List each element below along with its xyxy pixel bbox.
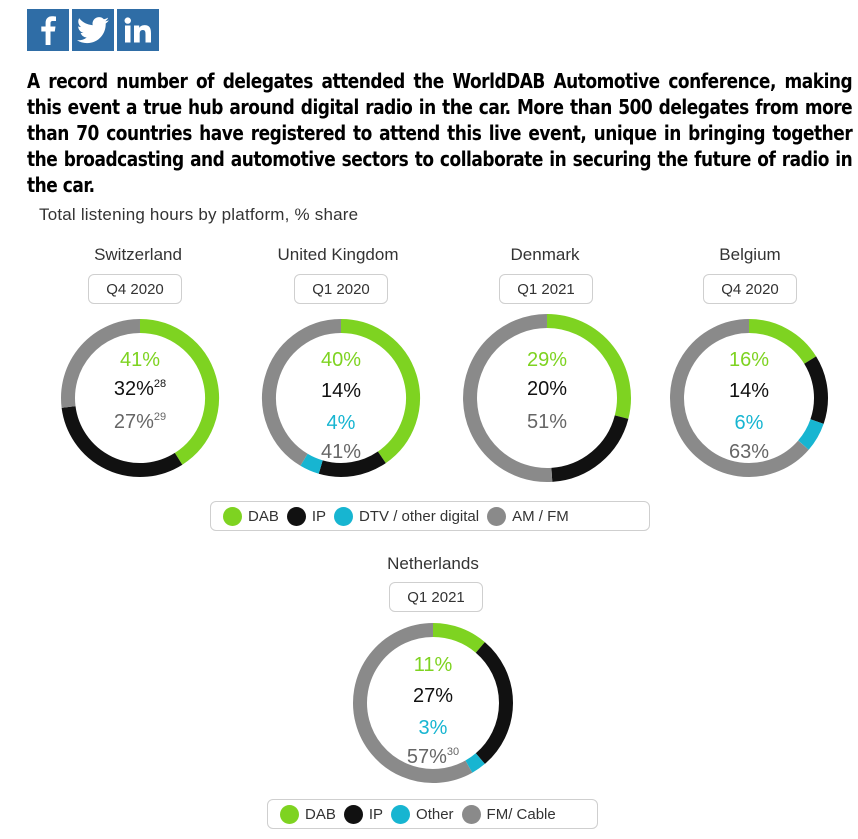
label-netherlands-ip: 27%: [413, 685, 453, 707]
slice-belgium-amfm: [670, 319, 809, 477]
legend-label-ip: IP: [311, 507, 327, 525]
period-badge-denmark: Q1 2021: [499, 274, 593, 304]
label-switzerland-dab: 41%: [120, 349, 160, 371]
label-belgium-dtv: 6%: [735, 412, 764, 434]
label-belgium-amfm: 63%: [729, 441, 769, 463]
label-denmark-ip: 20%: [527, 378, 567, 400]
slice-denmark-ip: [551, 415, 629, 482]
legend-dot-ip: [343, 804, 363, 824]
legend-bottom: DAB IP Other FM/ Cable: [267, 799, 598, 829]
period-badge-united-kingdom: Q1 2020: [294, 274, 388, 304]
legend-label-dtv: Other: [416, 805, 454, 823]
slice-united-kingdom-dab: [340, 319, 420, 464]
slice-netherlands-dab: [432, 623, 485, 653]
slice-netherlands-amfm: [353, 623, 473, 783]
twitter-share-button[interactable]: [72, 9, 114, 51]
linkedin-icon: [124, 17, 151, 43]
donut-belgium: 16% 14% 6% 63%: [670, 319, 828, 477]
linkedin-share-button[interactable]: [117, 9, 159, 51]
label-united-kingdom-ip: 14%: [321, 380, 361, 402]
legend-dot-dtv: [391, 804, 411, 824]
legend-dot-amfm: [461, 804, 481, 824]
legend-top-item-amfm: AM / FM: [487, 506, 569, 526]
label-switzerland-ip: 32%28: [114, 378, 166, 400]
slice-switzerland-dab: [139, 319, 219, 465]
facebook-icon: [41, 16, 56, 45]
social-share-bar: [27, 9, 159, 51]
legend-dot-dab: [223, 506, 242, 526]
slice-united-kingdom-dtv: [300, 453, 323, 474]
slice-united-kingdom-amfm: [262, 319, 342, 466]
legend-dot-amfm: [487, 506, 507, 526]
label-belgium-ip: 14%: [729, 380, 769, 402]
legend-label-amfm: AM / FM: [512, 507, 569, 525]
legend-label-amfm: FM/ Cable: [486, 805, 556, 823]
legend-top: DAB IP DTV / other digital AM / FM: [210, 501, 650, 531]
label-united-kingdom-amfm: 41%: [321, 441, 361, 463]
country-label-united-kingdom: United Kingdom: [277, 245, 399, 264]
intro-paragraph: A record number of delegates attended th…: [27, 69, 853, 197]
slice-netherlands-dtv: [465, 753, 485, 773]
legend-bottom-item-amfm: FM/ Cable: [461, 804, 556, 824]
twitter-icon: [77, 16, 109, 43]
legend-top-item-dtv: DTV / other digital: [334, 506, 480, 526]
label-netherlands-dab: 11%: [414, 654, 453, 676]
slice-netherlands-ip: [475, 642, 513, 764]
period-badge-netherlands: Q1 2021: [389, 582, 483, 612]
slice-belgium-dab: [748, 319, 817, 364]
slice-belgium-dtv: [797, 418, 824, 450]
donut-switzerland: 41% 32%28 27%29: [61, 319, 219, 477]
label-switzerland-amfm: 27%29: [114, 411, 166, 433]
legend-label-dab: DAB: [248, 507, 279, 525]
legend-dot-dtv: [334, 506, 354, 526]
legend-dot-dab: [280, 804, 299, 824]
label-united-kingdom-dtv: 4%: [327, 412, 356, 434]
legend-label-ip: IP: [368, 805, 384, 823]
slice-denmark-dab: [546, 314, 631, 419]
slice-united-kingdom-ip: [318, 451, 386, 477]
country-label-belgium: Belgium: [719, 245, 781, 264]
label-netherlands-amfm: 57%30: [407, 746, 459, 768]
legend-bottom-item-dab: DAB: [280, 804, 336, 824]
legend-top-item-ip: IP: [286, 506, 327, 526]
legend-bottom-item-dtv: Other: [391, 804, 454, 824]
legend-top-item-dab: DAB: [223, 506, 279, 526]
slice-belgium-ip: [804, 356, 828, 424]
label-united-kingdom-dab: 40%: [321, 349, 361, 371]
chart-title: Total listening hours by platform, % sha…: [39, 205, 359, 224]
slice-switzerland-amfm: [61, 319, 141, 408]
country-label-denmark: Denmark: [510, 245, 580, 264]
label-denmark-dab: 29%: [527, 349, 567, 371]
legend-dot-ip: [286, 506, 306, 526]
legend-bottom-item-ip: IP: [343, 804, 384, 824]
period-badge-switzerland: Q4 2020: [88, 274, 182, 304]
slice-denmark-amfm: [463, 314, 553, 482]
period-badge-belgium: Q4 2020: [703, 274, 797, 304]
donut-united-kingdom: 40% 14% 4% 41%: [262, 319, 420, 477]
facebook-share-button[interactable]: [27, 9, 69, 51]
donut-netherlands: 11% 27% 3% 57%30: [353, 623, 513, 783]
label-denmark-amfm: 51%: [527, 411, 567, 433]
legend-label-dtv: DTV / other digital: [359, 507, 480, 525]
country-label-switzerland: Switzerland: [94, 245, 182, 264]
label-netherlands-dtv: 3%: [419, 717, 448, 739]
legend-label-dab: DAB: [305, 805, 336, 823]
donut-denmark: 29% 20% 51%: [463, 314, 631, 482]
slice-switzerland-ip: [61, 405, 183, 477]
label-belgium-dab: 16%: [729, 349, 769, 371]
country-label-netherlands: Netherlands: [387, 554, 479, 573]
